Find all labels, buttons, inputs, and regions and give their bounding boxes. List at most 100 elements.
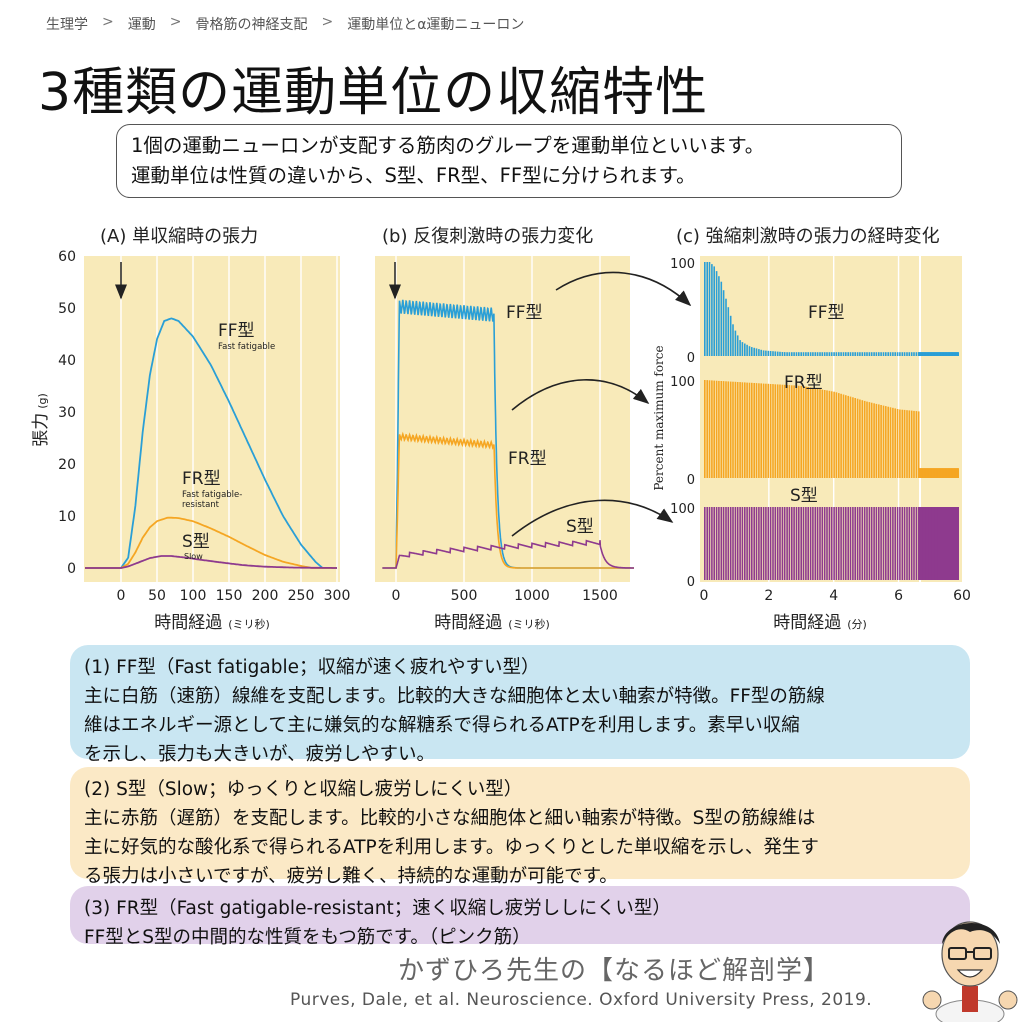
force-bar: [842, 352, 845, 356]
force-bar: [870, 507, 873, 580]
force-bar: [751, 507, 753, 580]
force-bar: [722, 507, 725, 580]
thumbs-up-icon: [998, 990, 1018, 1010]
force-bar: [821, 352, 824, 356]
force-bar: [762, 383, 765, 478]
citation: Purves, Dale, et al. Neuroscience. Oxfor…: [290, 990, 873, 1010]
force-bar: [828, 507, 831, 580]
force-bar: [774, 351, 777, 356]
force-bar: [906, 352, 908, 356]
x-axis-label-c: 時間経過 (分): [773, 613, 867, 633]
x-tick-label: 250: [288, 588, 315, 604]
x-axis-label-c-main: 時間経過: [773, 613, 841, 633]
force-bar: [722, 290, 725, 356]
force-bar: [885, 507, 887, 580]
force-bar: [849, 352, 852, 356]
series-line-FR型: [382, 431, 634, 569]
force-bar: [863, 352, 866, 356]
force-bar: [845, 395, 847, 478]
force-bar: [798, 507, 800, 580]
x-tick-label: 0: [700, 588, 709, 604]
force-bar: [913, 352, 915, 356]
force-bar: [729, 381, 732, 478]
force-bar: [711, 507, 713, 580]
force-bar: [779, 384, 781, 478]
force-bar: [751, 347, 753, 356]
panel-a-gridlines: [120, 256, 338, 582]
info-box-fr-line: FF型とS型の中間的な性質をもつ筋です。（ピンク筋）: [84, 927, 531, 948]
force-bar: [833, 507, 835, 580]
x-tick-label: 200: [252, 588, 279, 604]
breadcrumb-item[interactable]: 運動: [127, 17, 156, 33]
force-bar: [913, 410, 915, 478]
label-ff-c: FF型: [808, 303, 845, 323]
x-tick-label: 0: [117, 588, 126, 604]
force-bar: [830, 391, 833, 478]
force-bar: [753, 383, 755, 478]
x-axis-label-b: 時間経過 (ミリ秒): [434, 613, 550, 633]
force-bar: [835, 392, 838, 478]
x-tick-label: 6: [894, 588, 903, 604]
force-bar: [772, 507, 774, 580]
y-tick-label: 40: [58, 353, 76, 369]
force-bar: [753, 507, 755, 580]
force-bar: [835, 507, 838, 580]
force-bar: [847, 395, 849, 478]
force-bar: [868, 352, 871, 356]
x-tick-label: 100: [180, 588, 207, 604]
force-bar: [873, 507, 875, 580]
x-tick-label: 4: [829, 588, 838, 604]
breadcrumb-item[interactable]: 生理学: [46, 17, 88, 33]
force-bar: [734, 330, 737, 356]
force-bar: [910, 352, 913, 356]
force-bar: [906, 410, 908, 478]
force-bar: [758, 383, 760, 478]
force-bar: [800, 385, 802, 478]
force-bar: [896, 352, 899, 356]
force-bar: [885, 406, 887, 478]
force-bar: [838, 393, 840, 478]
force-bar: [744, 343, 746, 356]
panel-b-series: [382, 299, 634, 569]
breadcrumb-item[interactable]: 運動単位とα運動ニューロン: [347, 17, 525, 33]
force-bar: [915, 352, 918, 356]
force-bar: [781, 507, 784, 580]
force-bar: [720, 381, 723, 478]
force-bar: [793, 352, 795, 356]
force-bar: [755, 383, 758, 478]
force-bar: [903, 507, 906, 580]
force-bar: [805, 386, 807, 478]
force-bar: [875, 507, 878, 580]
series-line-FR型: [85, 516, 337, 569]
arrow-ff-to-c: [555, 271, 692, 307]
force-bar: [880, 352, 882, 356]
force-bar: [718, 276, 720, 356]
force-bar: [826, 507, 828, 580]
force-bar: [957, 352, 959, 356]
force-bar: [868, 507, 871, 580]
force-bar: [913, 507, 915, 580]
force-bar: [736, 507, 739, 580]
label-ff-a-sub: Fast fatigable: [218, 342, 275, 352]
force-bar: [781, 384, 784, 478]
force-bar: [708, 507, 711, 580]
force-bar: [896, 507, 899, 580]
force-bar: [772, 351, 774, 356]
panel-c-bars: [704, 262, 959, 580]
force-bar: [795, 352, 798, 356]
force-bar: [861, 400, 864, 478]
force-bar: [866, 352, 868, 356]
info-box-fr: (3) FR型（Fast gatigable-resistant；速く収縮し疲労…: [70, 886, 970, 948]
force-bar: [901, 409, 904, 478]
intro-box: 1個の運動ニューロンが支配する筋肉のグループを運動単位といいます。 運動単位は性…: [116, 124, 902, 198]
brand-title: かずひろ先生の【なるほど解剖学】: [398, 956, 831, 986]
force-bar: [805, 507, 807, 580]
force-bar: [767, 383, 770, 478]
force-bar: [880, 507, 882, 580]
force-bar: [816, 388, 819, 478]
force-bar: [892, 352, 894, 356]
force-bar: [870, 352, 873, 356]
breadcrumb-item[interactable]: 骨格筋の神経支配: [195, 17, 308, 33]
force-bar: [774, 507, 777, 580]
force-bar: [783, 384, 786, 478]
